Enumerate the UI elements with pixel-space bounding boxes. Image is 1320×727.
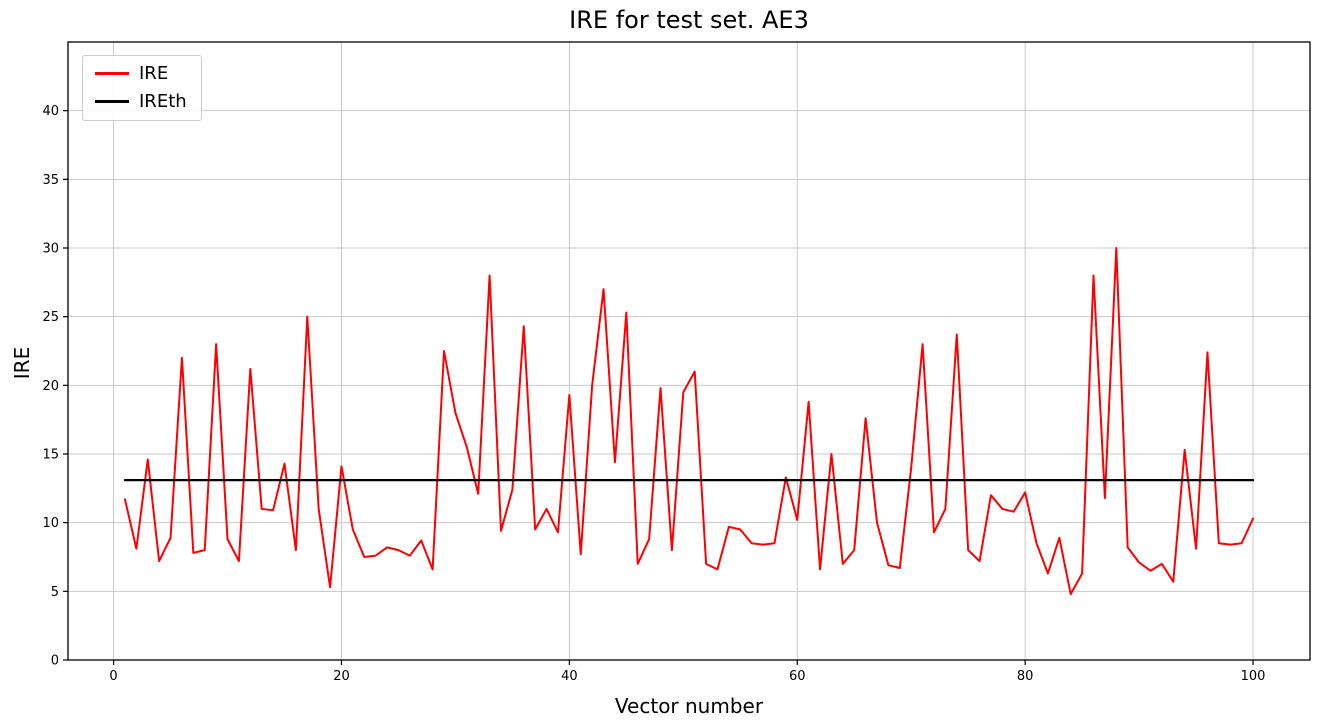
- ireth-line-swatch: [95, 100, 129, 104]
- x-tick-label: 60: [789, 669, 806, 684]
- y-tick-label: 30: [42, 242, 59, 257]
- x-axis-label: Vector number: [614, 694, 764, 718]
- y-tick-label: 40: [42, 104, 59, 119]
- y-tick-label: 5: [51, 585, 59, 600]
- legend-entry-ire: IRE: [95, 64, 187, 84]
- y-tick-label: 35: [42, 173, 59, 188]
- x-tick-label: 100: [1241, 669, 1266, 684]
- axes-spines: [67, 41, 1311, 661]
- legend-label-ire: IRE: [139, 63, 169, 84]
- chart-title: IRE for test set. AE3: [569, 6, 809, 34]
- x-tick-label: 40: [561, 669, 578, 684]
- y-tick-label: 25: [42, 310, 59, 325]
- axes-background: [68, 42, 1310, 660]
- legend-label-ireth: IREth: [139, 90, 187, 112]
- x-tick-label: 80: [1017, 669, 1034, 684]
- y-tick-label: 15: [42, 448, 59, 463]
- y-tick-label: 20: [42, 379, 59, 394]
- x-tick-label: 0: [109, 669, 117, 684]
- legend: IRE IREth: [82, 55, 202, 121]
- legend-entry-ireth: IREth: [95, 90, 187, 112]
- ire-line-swatch: [95, 72, 129, 76]
- ire-series-line: [123, 247, 1255, 596]
- y-tick-label: 0: [51, 654, 59, 669]
- x-tick-label: 20: [333, 669, 350, 684]
- y-tick-label: 10: [42, 516, 59, 531]
